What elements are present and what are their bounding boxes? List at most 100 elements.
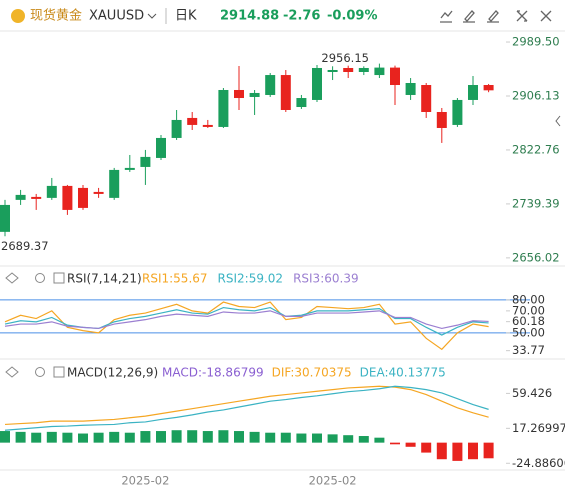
candle-body <box>468 85 478 100</box>
candle-body <box>358 67 369 72</box>
tool-icon[interactable] <box>516 10 528 22</box>
candle-body <box>265 75 276 95</box>
histogram-bar <box>62 432 73 443</box>
tool-icon[interactable] <box>487 10 499 23</box>
histogram-bar <box>156 431 166 443</box>
legend-entry: MACD:-18.86799 <box>162 366 264 380</box>
tool-icon[interactable] <box>463 10 475 23</box>
candle-body <box>390 67 400 86</box>
histogram-bar <box>421 442 432 453</box>
eye-icon[interactable] <box>5 366 19 378</box>
toolbar <box>440 10 552 23</box>
histogram-bar <box>187 430 198 443</box>
histogram-bar <box>374 437 385 443</box>
min-label: 2689.37 <box>1 239 49 253</box>
series-line <box>4 310 489 330</box>
histogram-bar <box>78 433 88 443</box>
checkbox[interactable] <box>53 366 65 378</box>
panel-title: RSI(7,14,21) <box>67 272 142 286</box>
series-line <box>4 385 489 431</box>
candle-body <box>452 99 463 125</box>
histogram-bar <box>93 432 104 443</box>
eye-icon[interactable] <box>5 272 19 284</box>
candle-body <box>124 167 135 170</box>
close-icon[interactable] <box>540 10 552 22</box>
panel-title: MACD(12,26,9) <box>67 366 158 380</box>
histogram-bar <box>109 431 120 443</box>
histogram-bar <box>31 432 42 443</box>
candle-body <box>312 67 322 100</box>
candle-body <box>280 75 291 110</box>
y-tick-label: 2822.76 <box>512 142 560 156</box>
candle-body <box>421 85 432 112</box>
symbol-code[interactable]: XAUUSD <box>89 9 144 24</box>
y-tick-label: -24.88606 <box>512 456 565 470</box>
change: -2.76 <box>283 9 320 24</box>
y-tick-label: 2989.50 <box>512 35 560 49</box>
y-tick-label: 2739.39 <box>512 196 560 210</box>
candle-body <box>343 67 354 72</box>
histogram-bar <box>140 431 151 443</box>
histogram-bar <box>390 442 400 445</box>
symbol-name[interactable]: 现货黄金 <box>30 8 82 24</box>
y-tick-label: 17.26997 <box>512 421 565 435</box>
y-tick-label: 70.00 <box>512 303 545 317</box>
checkbox[interactable] <box>53 272 65 284</box>
candle-body <box>234 89 244 99</box>
histogram-bar <box>46 431 57 443</box>
candle-body <box>436 111 447 128</box>
candle-body <box>109 169 120 198</box>
candle-body <box>171 119 182 138</box>
histogram-bar <box>358 436 369 443</box>
candle-body <box>156 137 166 158</box>
candle-body <box>187 117 198 125</box>
candle-body <box>93 191 104 194</box>
candle-body <box>296 98 307 108</box>
y-tick-label: 33.77 <box>512 343 545 357</box>
symbol-icon <box>11 9 25 23</box>
collapse-arrow[interactable] <box>555 115 561 127</box>
candle-body <box>405 83 416 95</box>
histogram-bar <box>124 432 135 443</box>
candle-body <box>202 124 213 127</box>
legend-entry: RSI1:55.67 <box>142 272 208 286</box>
settings-icon[interactable] <box>35 367 45 377</box>
change-pct: -0.09% <box>327 9 378 24</box>
tool-icon[interactable] <box>440 10 453 23</box>
histogram-bar <box>171 430 182 443</box>
candle-body <box>78 187 88 208</box>
histogram-bar <box>483 442 494 459</box>
candle-body <box>15 194 26 200</box>
price: 2914.88 <box>220 9 279 24</box>
settings-icon[interactable] <box>35 273 45 283</box>
legend-entry: DEA:40.13775 <box>360 366 446 380</box>
series-line <box>4 306 489 336</box>
histogram-bar <box>249 431 260 443</box>
series-line <box>4 385 489 426</box>
period[interactable]: 日K <box>175 9 197 24</box>
candle-body <box>218 89 229 127</box>
histogram-bar <box>202 431 213 443</box>
candle-body <box>31 196 42 199</box>
histogram-bar <box>265 432 276 443</box>
y-tick-label: 60.18 <box>512 314 545 328</box>
x-tick-label: 2025-02 <box>309 474 357 488</box>
candle-body <box>327 69 338 72</box>
histogram-bar <box>15 431 26 443</box>
candle-body <box>0 204 10 232</box>
x-tick-label: 2025-02 <box>121 474 169 488</box>
histogram-bar <box>280 432 291 443</box>
histogram-bar <box>234 431 244 443</box>
series-line <box>4 301 489 351</box>
candle-body <box>140 156 151 167</box>
histogram-bar <box>0 431 10 443</box>
y-tick-label: 2656.02 <box>512 250 560 264</box>
y-tick-label: 50.00 <box>512 325 545 339</box>
candle-body <box>249 92 260 97</box>
legend-entry: RSI3:60.39 <box>293 272 359 286</box>
histogram-bar <box>436 442 447 460</box>
dropdown-arrow[interactable] <box>147 13 157 19</box>
y-tick-label: 2906.13 <box>512 88 560 102</box>
candle-body <box>62 185 73 210</box>
